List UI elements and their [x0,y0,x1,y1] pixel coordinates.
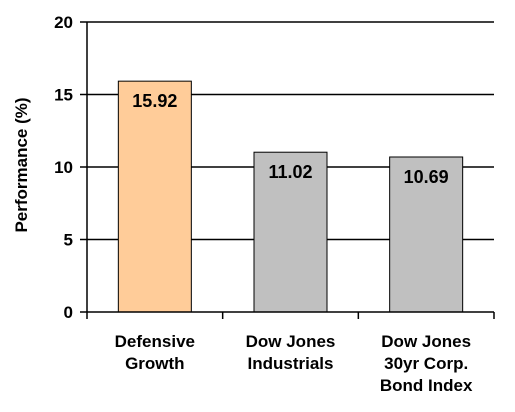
value-label-0: 15.92 [132,91,177,111]
value-label-2: 10.69 [404,167,449,187]
category-label-line: Industrials [248,354,334,373]
y-tick-label-10: 10 [54,158,73,177]
category-label-line: 30yr Corp. [384,354,468,373]
bar-0 [117,80,192,313]
y-tick-label-15: 15 [54,86,73,105]
bar-1 [253,151,328,313]
bars [117,80,464,313]
category-label-2: Dow Jones 30yr Corp. Bond Index [380,332,473,395]
value-label-1: 11.02 [268,162,312,182]
category-label-line: Dow Jones [246,332,336,351]
labels: 0 5 10 15 20 15.92 Defensive Growth 11.02 Dow Jon… [54,13,473,395]
axes [80,21,495,319]
category-label-line: Bond Index [380,376,473,395]
category-label-1: Dow Jones Industrials [246,332,336,373]
y-tick-label-5: 5 [64,231,73,250]
category-label-line: Defensive [115,332,195,351]
y-tick-label-0: 0 [64,303,73,322]
category-label-line: Growth [125,354,185,373]
category-label-0: Defensive Growth [115,332,195,373]
y-tick-label-20: 20 [54,13,73,32]
y-axis-title: Performance (%) [12,97,31,232]
category-label-line: Dow Jones [381,332,471,351]
